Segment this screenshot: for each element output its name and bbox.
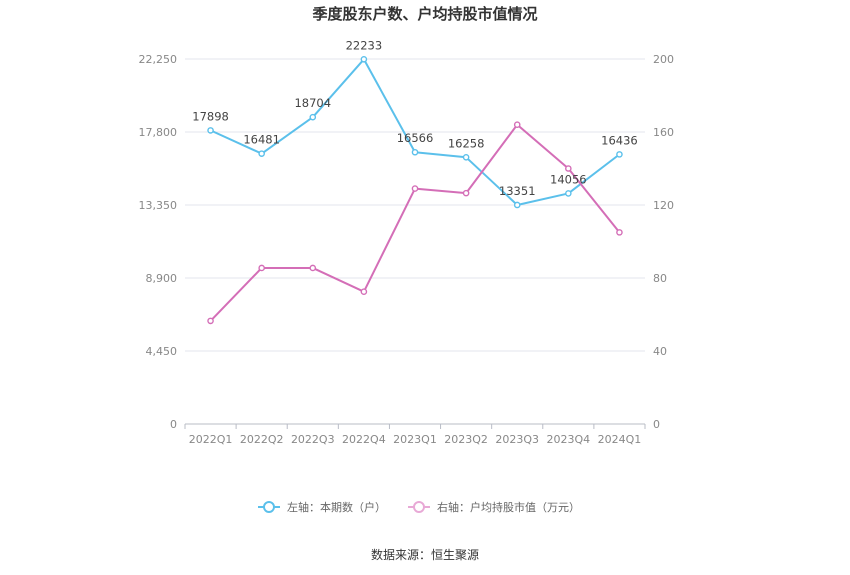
data-point-left <box>462 153 470 161</box>
data-source: 数据来源：恒生聚源 <box>371 547 479 562</box>
right-axis-tick-label: 80 <box>653 272 667 285</box>
data-point-left <box>565 190 572 197</box>
left-axis-tick-label: 22,250 <box>139 53 178 66</box>
right-axis: 0 40 80 120 160 200 <box>653 53 674 431</box>
data-point-right <box>513 121 521 128</box>
data-labels: 17898 16481 18704 22233 16566 16258 13351 14056… <box>192 38 637 198</box>
legend-marker-left <box>263 501 275 513</box>
x-axis-tick-label: 2022Q2 <box>240 433 284 446</box>
left-axis-tick-label: 17,800 <box>139 126 178 139</box>
data-point-right <box>616 229 623 236</box>
x-axis-tick-label: 2022Q3 <box>291 433 335 446</box>
x-axis-tick-label: 2023Q3 <box>495 433 539 446</box>
left-axis-tick-label: 0 <box>170 418 177 431</box>
data-point-left <box>258 150 265 157</box>
data-point-left <box>513 201 521 209</box>
left-axis-tick-label: 4,450 <box>146 345 178 358</box>
x-axis-tick-label: 2023Q4 <box>547 433 591 446</box>
data-label: 13351 <box>499 184 536 198</box>
legend-label-left: 左轴：本期数（户） <box>287 500 386 514</box>
data-point-left <box>360 55 368 63</box>
data-point-right <box>360 288 368 295</box>
legend-label-right: 右轴：户均持股市值（万元） <box>437 500 580 514</box>
data-point-left <box>207 127 214 134</box>
data-point-right <box>565 165 572 172</box>
data-label: 16258 <box>448 136 485 150</box>
legend-item-right-series[interactable]: 右轴：户均持股市值（万元） <box>408 500 580 514</box>
data-label: 18704 <box>294 96 331 110</box>
data-label: 16481 <box>243 133 280 147</box>
chart-title: 季度股东户数、户均持股市值情况 <box>312 5 537 23</box>
x-axis-tick-label: 2023Q2 <box>444 433 488 446</box>
data-label: 17898 <box>192 109 229 123</box>
data-point-right <box>411 185 419 192</box>
grid-lines <box>185 58 645 352</box>
data-label: 14056 <box>550 172 587 186</box>
data-point-right <box>462 189 470 197</box>
left-axis-tick-label: 13,350 <box>139 199 178 212</box>
right-axis-tick-label: 200 <box>653 53 674 66</box>
data-point-right <box>207 317 214 325</box>
x-axis: 2022Q1 2022Q2 2022Q3 2022Q4 2023Q1 2023Q2 2023… <box>184 423 646 446</box>
right-axis-tick-label: 0 <box>653 418 660 431</box>
data-point-left <box>616 151 623 158</box>
x-axis-tick-label: 2022Q4 <box>342 433 386 446</box>
right-axis-tick-label: 40 <box>653 345 667 358</box>
data-label: 16566 <box>397 131 434 145</box>
data-label: 22233 <box>346 38 383 52</box>
left-axis-tick-label: 8,900 <box>146 272 178 285</box>
data-point-right <box>309 264 317 272</box>
right-axis-tick-label: 160 <box>653 126 674 139</box>
x-axis-tick-label: 2023Q1 <box>393 433 437 446</box>
data-point-left <box>309 113 317 121</box>
series-points <box>207 55 623 325</box>
x-axis-tick-label: 2022Q1 <box>189 433 233 446</box>
right-axis-tick-label: 120 <box>653 199 674 212</box>
data-label: 16436 <box>601 133 638 147</box>
legend-marker-right <box>413 501 425 513</box>
data-point-left <box>411 148 419 156</box>
x-axis-tick-label: 2024Q1 <box>598 433 642 446</box>
data-point-right <box>258 264 265 272</box>
legend: 左轴：本期数（户） 右轴：户均持股市值（万元） <box>258 500 580 514</box>
left-axis: 0 4,450 8,900 13,350 17,800 22,250 <box>139 53 178 431</box>
legend-item-left-series[interactable]: 左轴：本期数（户） <box>258 500 386 514</box>
